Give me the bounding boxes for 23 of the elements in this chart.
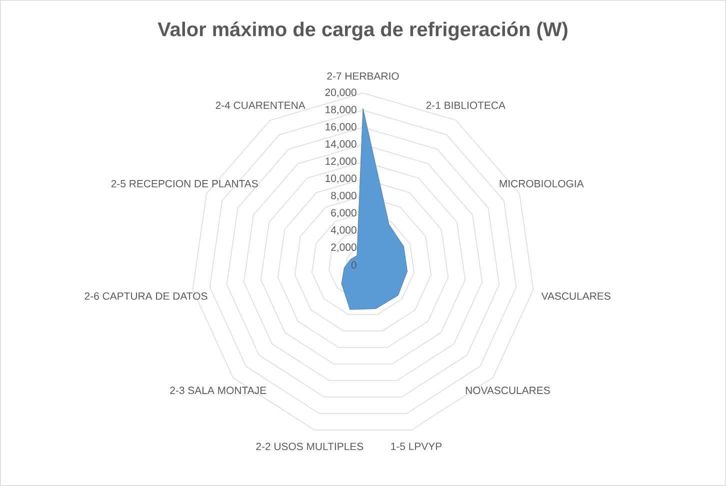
spoke-label: NOVASCULARES [466, 386, 550, 394]
spoke-label: 2-2 USOS MULTIPLES [256, 442, 364, 450]
y-tick-label: 8,000 [331, 192, 356, 201]
chart-title: Valor máximo de carga de refrigeración (W) [158, 22, 568, 40]
y-tick-label: 12,000 [326, 157, 356, 166]
y-tick-label: 6,000 [331, 209, 356, 218]
spoke-label: 1-5 LPVYP [391, 442, 442, 450]
y-tick-label: 18,000 [326, 106, 356, 115]
y-tick-label: 16,000 [326, 123, 356, 132]
spoke-label: 2-6 CAPTURA DE DATOS [84, 292, 208, 300]
y-tick-label: 14,000 [326, 140, 356, 149]
spoke-label: 2-4 CUARENTENA [216, 102, 306, 110]
y-tick-label: 10,000 [326, 174, 356, 184]
y-tick-label: 4,000 [330, 226, 356, 235]
y-tick-label: 20,000 [325, 88, 356, 98]
spoke-label: MICROBIOLOGIA [500, 180, 584, 188]
spoke-label: 2-7 HERBARIO [327, 72, 399, 80]
spoke-label: 2-5 RECEPCION DE PLANTAS [111, 180, 258, 188]
y-tick-label: 0 [351, 261, 356, 269]
y-tick-label: 2,000 [331, 243, 356, 252]
spoke-label: VASCULARES [541, 292, 610, 300]
spoke-label: 2-1 BIBLIOTECA [426, 102, 506, 110]
spoke-label: 2-3 SALA MONTAJE [170, 386, 266, 394]
